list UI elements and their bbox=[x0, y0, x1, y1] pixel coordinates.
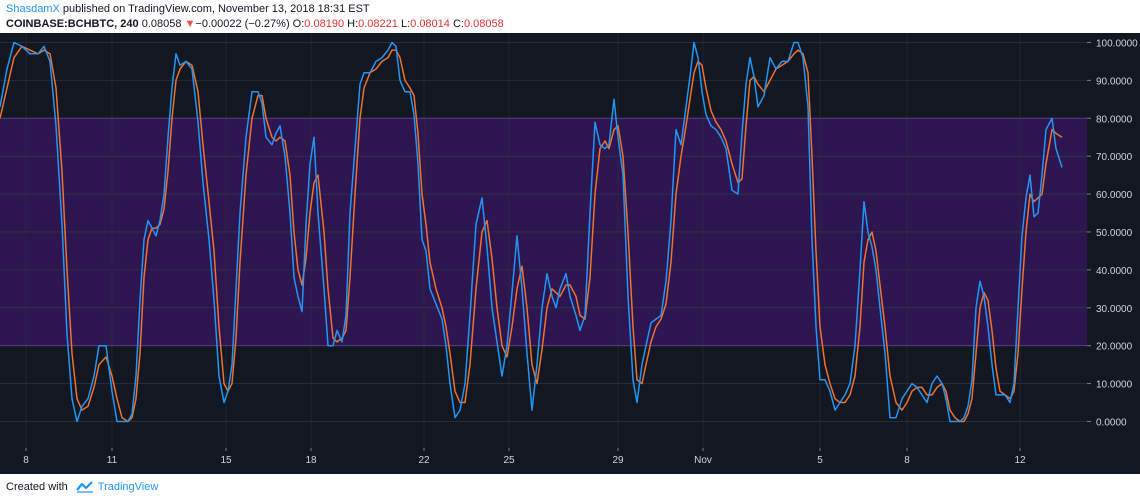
x-tick-label: 18 bbox=[305, 455, 317, 466]
y-tick-label: 10.0000 bbox=[1096, 380, 1133, 391]
price-change: −0.00022 (−0.27%) bbox=[195, 18, 290, 30]
change-down-icon: ▼ bbox=[184, 18, 196, 30]
last-price: 0.08058 bbox=[141, 18, 182, 30]
tradingview-logo-icon bbox=[75, 481, 93, 493]
series-line-d bbox=[0, 45, 1063, 423]
x-axis[interactable] bbox=[0, 448, 1087, 474]
high-value: 0.08221 bbox=[358, 18, 398, 30]
low-value: 0.08014 bbox=[410, 18, 450, 30]
x-tick-label: 5 bbox=[817, 455, 823, 466]
close-value: 0.08058 bbox=[463, 18, 504, 30]
y-tick-label: 80.0000 bbox=[1096, 114, 1133, 125]
y-tick-label: 70.0000 bbox=[1096, 152, 1133, 163]
series-line-k bbox=[0, 41, 1063, 423]
y-axis[interactable] bbox=[1087, 33, 1140, 474]
x-axis-labels: 8 11 15 18 22 25 29 Nov 5 8 12 bbox=[23, 448, 1026, 466]
stochastic-chart[interactable]: 100.000090.000080.000070.000060.000050.0… bbox=[0, 33, 1140, 474]
x-tick-label: 22 bbox=[418, 455, 430, 466]
low-label: L: bbox=[400, 18, 411, 30]
tradingview-brand[interactable]: TradingView bbox=[97, 481, 159, 493]
y-tick-label: 30.0000 bbox=[1096, 304, 1133, 315]
publish-info: ShasdamX published on TradingView.com, N… bbox=[6, 3, 370, 15]
symbol-label: COINBASE:BCHBTC, 240 bbox=[6, 18, 139, 30]
close-label: C: bbox=[452, 18, 464, 30]
author-name[interactable]: ShasdamX bbox=[6, 3, 60, 15]
created-with-text: Created with bbox=[6, 481, 68, 493]
y-tick-label: 20.0000 bbox=[1096, 342, 1133, 353]
x-tick-label: Nov bbox=[694, 455, 712, 466]
y-tick-label: 60.0000 bbox=[1096, 190, 1133, 201]
y-tick-label: 50.0000 bbox=[1096, 228, 1133, 239]
x-tick-label: 25 bbox=[503, 455, 515, 466]
open-value: 0.08190 bbox=[304, 18, 345, 30]
x-tick-label: 29 bbox=[612, 455, 624, 466]
y-tick-label: 100.0000 bbox=[1096, 38, 1138, 49]
y-tick-label: 0.0000 bbox=[1096, 417, 1127, 428]
x-tick-label: 8 bbox=[904, 455, 910, 466]
footer: Created with TradingView bbox=[6, 481, 158, 493]
x-tick-label: 15 bbox=[220, 455, 232, 466]
high-label: H: bbox=[347, 18, 359, 30]
y-tick-label: 40.0000 bbox=[1096, 266, 1133, 277]
grid-lines bbox=[0, 33, 1087, 448]
y-axis-labels: 100.0000 90.0000 80.0000 70.0000 60.0000 50.0… bbox=[1087, 38, 1138, 428]
x-tick-label: 12 bbox=[1014, 455, 1026, 466]
series-lines bbox=[0, 41, 1063, 423]
x-tick-label: 8 bbox=[23, 455, 29, 466]
published-text: published on TradingView.com, November 1… bbox=[62, 3, 370, 15]
open-label: O: bbox=[292, 18, 305, 30]
x-tick-label: 11 bbox=[107, 455, 118, 466]
y-tick-label: 90.0000 bbox=[1096, 76, 1133, 87]
symbol-info-bar: COINBASE:BCHBTC, 240 0.08058 ▼−0.00022 (… bbox=[6, 18, 504, 30]
